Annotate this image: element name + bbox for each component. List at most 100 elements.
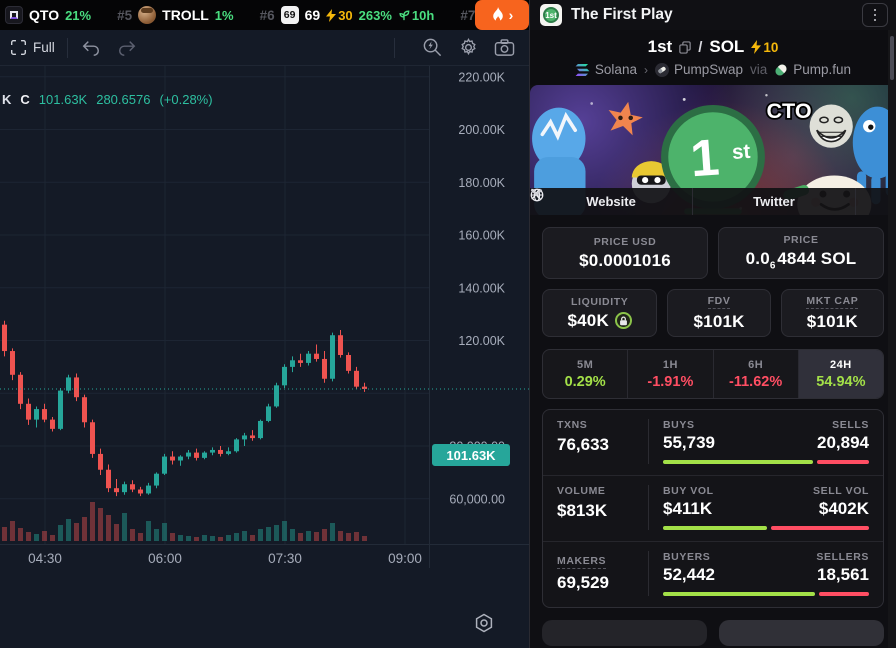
- candlestick-chart-canvas[interactable]: 04:3006:0007:3009:00240.00K220.00K200.00…: [0, 0, 529, 582]
- fullscreen-label: Full: [33, 40, 55, 55]
- timeframe-1h[interactable]: 1H -1.91%: [628, 350, 714, 398]
- fdv-value: $101K: [693, 311, 745, 331]
- chevron-down-icon: [530, 189, 543, 197]
- dex-link-pumpswap[interactable]: PumpSwap: [654, 62, 743, 77]
- token-rank: #5: [117, 7, 133, 23]
- chevron-right-icon: ›: [508, 7, 514, 23]
- qto-token-icon: [5, 6, 23, 24]
- panel-scrollbar[interactable]: [888, 30, 896, 648]
- liquidity-value: $40K: [567, 311, 632, 331]
- sell-vol-value: $402K: [818, 499, 869, 518]
- via-label: via: [750, 62, 768, 77]
- makers-label[interactable]: MAKERS: [557, 555, 607, 569]
- svg-text:60,000.00: 60,000.00: [449, 492, 505, 506]
- buyers-sellers-ratio-bar: [663, 592, 869, 596]
- svg-text:200.00K: 200.00K: [458, 123, 505, 137]
- liquidity-locked-icon[interactable]: [614, 312, 632, 329]
- price-usd-label: PRICE USD: [593, 235, 657, 248]
- token-change: 1%: [214, 7, 234, 23]
- token-header: 1st The First Play: [530, 0, 896, 30]
- chart-section: QTO 21% #5 TROLL 1% #6 69 69 30 263%: [0, 0, 529, 648]
- svg-text:06:00: 06:00: [148, 551, 182, 566]
- boost-count: 30: [326, 8, 353, 23]
- svg-text:09:00: 09:00: [388, 551, 422, 566]
- svg-text:CTO: CTO: [766, 98, 811, 123]
- sellers-label: SELLERS: [816, 551, 869, 563]
- 69-token-icon: 69: [280, 6, 299, 24]
- quote-token-symbol: SOL: [709, 37, 745, 56]
- mkt-cap-value: $101K: [806, 311, 858, 331]
- more-options-button[interactable]: [862, 3, 888, 27]
- token-logo-icon: 1st: [540, 4, 562, 26]
- volume-label: VOLUME: [557, 485, 606, 497]
- token-name: 69: [304, 7, 321, 23]
- timeframe-5m[interactable]: 5M 0.29%: [543, 350, 629, 398]
- lightning-icon: [751, 40, 762, 54]
- bottom-action-left[interactable]: [542, 620, 707, 646]
- trending-token-69[interactable]: #6 69 69 30 263% 10h: [260, 6, 434, 24]
- timeframe-24h[interactable]: 24H 54.94%: [798, 350, 883, 398]
- token-change: 263%: [358, 7, 392, 23]
- chain-link-solana[interactable]: Solana: [575, 62, 637, 77]
- scrollbar-thumb[interactable]: [890, 36, 894, 80]
- price-scale-settings-icon[interactable]: [473, 612, 495, 634]
- token-info-panel: 1st The First Play 1st / SOL 10: [529, 0, 896, 648]
- buy-vol-value: $411K: [663, 499, 713, 518]
- more-links-button[interactable]: [530, 188, 896, 215]
- sells-label: SELLS: [832, 419, 869, 431]
- bottom-action-right[interactable]: [719, 620, 884, 646]
- toolbar-divider: [394, 37, 395, 58]
- txns-label: TXNS: [557, 419, 588, 431]
- website-button[interactable]: Website: [530, 188, 693, 215]
- twitter-button[interactable]: Twitter: [530, 188, 856, 215]
- trending-ticker-bar: QTO 21% #5 TROLL 1% #6 69 69 30 263%: [0, 0, 529, 30]
- settings-gear-icon[interactable]: [457, 37, 479, 59]
- lightning-icon: [326, 8, 337, 22]
- undo-button[interactable]: [80, 37, 102, 59]
- camera-screenshot-icon[interactable]: [493, 37, 515, 59]
- solana-icon: [575, 63, 590, 76]
- trending-expand-button[interactable]: ›: [475, 0, 529, 30]
- chart-toolbar: Full: [0, 30, 529, 66]
- redo-button[interactable]: [116, 37, 138, 59]
- pumpfun-icon: [775, 63, 787, 76]
- svg-text:160.00K: 160.00K: [458, 229, 505, 243]
- svg-text:220.00K: 220.00K: [458, 70, 505, 84]
- trending-token-qto[interactable]: QTO 21%: [5, 6, 91, 24]
- fullscreen-icon: [11, 40, 26, 55]
- svg-text:180.00K: 180.00K: [458, 176, 505, 190]
- bottom-actions-row: [542, 620, 884, 646]
- buy-vol-label: BUY VOL: [663, 485, 714, 497]
- buyers-value: 52,442: [663, 565, 715, 584]
- fullscreen-button[interactable]: Full: [10, 39, 55, 56]
- svg-text:07:30: 07:30: [268, 551, 302, 566]
- token-name: TROLL: [162, 7, 209, 23]
- buys-value: 55,739: [663, 433, 715, 452]
- fdv-box: FDV $101K: [667, 289, 771, 337]
- pair-slash: /: [698, 38, 703, 56]
- fdv-label[interactable]: FDV: [707, 294, 731, 309]
- social-links-bar: Website Twitter: [530, 188, 896, 215]
- mkt-cap-label[interactable]: MKT CAP: [806, 294, 859, 309]
- svg-text:04:30: 04:30: [28, 551, 62, 566]
- boost-badge[interactable]: 10: [751, 40, 778, 55]
- token-rank: #7: [460, 7, 476, 23]
- copy-address-icon[interactable]: [679, 40, 691, 54]
- token-banner-image[interactable]: 1 st CTO: [530, 85, 896, 215]
- price-usd-value: $0.0001016: [579, 250, 671, 270]
- liquidity-label: LIQUIDITY: [571, 295, 629, 308]
- launchpad-link-pumpfun[interactable]: Pump.fun: [774, 62, 851, 77]
- liquidity-box: LIQUIDITY $40K: [542, 289, 658, 337]
- token-change: 21%: [65, 7, 92, 23]
- mkt-cap-box: MKT CAP $101K: [780, 289, 884, 337]
- base-token-symbol: 1st: [647, 37, 673, 56]
- pumpswap-icon: [654, 62, 669, 77]
- trending-token-troll[interactable]: #5 TROLL 1%: [117, 6, 234, 24]
- makers-value: 69,529: [557, 573, 609, 592]
- svg-text:1: 1: [689, 128, 722, 188]
- sellers-value: 18,561: [817, 565, 869, 584]
- zoom-reset-button[interactable]: [421, 37, 443, 59]
- price-sol-value: 0.06 4844 SOL: [745, 249, 857, 272]
- chevron-right-icon: ›: [643, 62, 648, 77]
- timeframe-6h[interactable]: 6H -11.62%: [714, 350, 799, 398]
